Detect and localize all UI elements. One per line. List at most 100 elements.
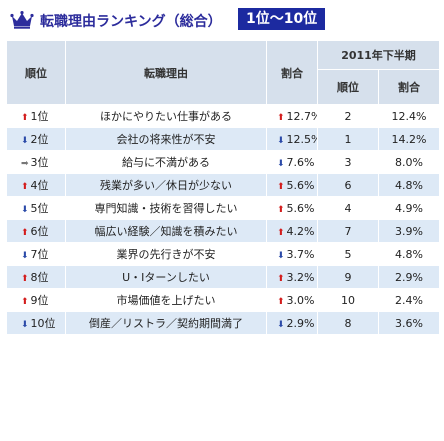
rate-cell: ⬆ 4.2%: [267, 220, 317, 242]
reason-cell: 給与に不満がある: [66, 151, 266, 173]
rank-cell: ⬆ 9位: [7, 289, 65, 311]
trend-up-icon: ⬆: [277, 273, 285, 284]
table-row: ⬆ 6位 幅広い経験／知識を積みたい ⬆ 4.2% 7 3.9%: [7, 220, 439, 242]
page-title: 転職理由ランキング（総合）: [40, 14, 222, 30]
prev-rate-cell: 12.4%: [379, 105, 439, 127]
rate-cell: ⬇ 2.9%: [267, 312, 317, 334]
rate-value: 5.6%: [286, 201, 315, 215]
trend-down-icon: ⬇: [21, 136, 29, 146]
trend-up-icon: ⬆: [21, 182, 29, 192]
prev-rank-cell: 2: [318, 105, 378, 127]
trend-up-icon: ⬆: [21, 274, 29, 284]
rank-value: 7位: [30, 248, 49, 261]
rank-cell: ⬆ 1位: [7, 105, 65, 127]
prev-rank-cell: 1: [318, 128, 378, 150]
rate-cell: ⬆ 3.2%: [267, 266, 317, 288]
reason-cell: 倒産／リストラ／契約期間満了: [66, 312, 266, 334]
rate-value: 2.9%: [286, 316, 315, 330]
rank-cell: ⬇ 10位: [7, 312, 65, 334]
table-row: ⬆ 8位 U・Iターンしたい ⬆ 3.2% 9 2.9%: [7, 266, 439, 288]
prev-rank-cell: 9: [318, 266, 378, 288]
trend-up-icon: ⬆: [21, 228, 29, 238]
trend-down-icon: ⬇: [277, 250, 285, 261]
rate-value: 12.5%: [286, 132, 317, 146]
rank-value: 3位: [30, 156, 49, 169]
trend-same-icon: ➡: [21, 159, 29, 169]
trend-up-icon: ⬆: [21, 113, 29, 123]
trend-up-icon: ⬆: [277, 112, 285, 123]
rank-cell: ⬇ 5位: [7, 197, 65, 219]
table-row: ⬆ 9位 市場価値を上げたい ⬆ 3.0% 10 2.4%: [7, 289, 439, 311]
rank-cell: ⬆ 4位: [7, 174, 65, 196]
rate-cell: ⬆12.7%: [267, 105, 317, 127]
prev-rate-cell: 4.8%: [379, 243, 439, 265]
table-row: ⬆ 4位 残業が多い／休日が少ない ⬆ 5.6% 6 4.8%: [7, 174, 439, 196]
prev-rank-cell: 8: [318, 312, 378, 334]
page-header: 転職理由ランキング（総合） 1位〜10位: [0, 0, 444, 38]
crown-icon: [10, 11, 34, 29]
reason-cell: 市場価値を上げたい: [66, 289, 266, 311]
trend-down-icon: ⬇: [277, 135, 285, 146]
rank-value: 2位: [30, 133, 49, 146]
reason-cell: 残業が多い／休日が少ない: [66, 174, 266, 196]
table-row: ⬇ 7位 業界の先行きが不安 ⬇ 3.7% 5 4.8%: [7, 243, 439, 265]
trend-up-icon: ⬆: [21, 297, 29, 307]
trend-down-icon: ⬇: [277, 319, 285, 330]
prev-rate-cell: 3.6%: [379, 312, 439, 334]
prev-rank-cell: 4: [318, 197, 378, 219]
rank-value: 9位: [30, 294, 49, 307]
rank-value: 1位: [30, 110, 49, 123]
reason-cell: 業界の先行きが不安: [66, 243, 266, 265]
trend-up-icon: ⬆: [277, 227, 285, 238]
ranking-table: 順位 転職理由 割合 2011年下半期 順位 割合 ⬆ 1位 ほかにやりたい仕事があ…: [6, 40, 440, 335]
rate-value: 3.7%: [286, 247, 315, 261]
trend-down-icon: ⬇: [277, 158, 285, 169]
rate-cell: ⬆ 3.0%: [267, 289, 317, 311]
rank-cell: ⬇ 2位: [7, 128, 65, 150]
column-rate: 割合: [267, 41, 317, 104]
rate-value: 5.6%: [286, 178, 315, 192]
prev-rank-cell: 3: [318, 151, 378, 173]
rate-cell: ⬆ 5.6%: [267, 197, 317, 219]
reason-cell: 専門知識・技術を習得したい: [66, 197, 266, 219]
trend-up-icon: ⬆: [277, 181, 285, 192]
rank-cell: ⬆ 8位: [7, 266, 65, 288]
prev-rate-cell: 8.0%: [379, 151, 439, 173]
rank-value: 8位: [30, 271, 49, 284]
prev-rate-cell: 3.9%: [379, 220, 439, 242]
trend-down-icon: ⬇: [21, 205, 29, 215]
rank-value: 5位: [30, 202, 49, 215]
column-prev-group: 2011年下半期: [318, 41, 439, 69]
rate-value: 7.6%: [286, 155, 315, 169]
trend-down-icon: ⬇: [21, 320, 29, 330]
trend-up-icon: ⬆: [277, 296, 285, 307]
rate-cell: ⬇12.5%: [267, 128, 317, 150]
rank-value: 4位: [30, 179, 49, 192]
column-rank: 順位: [7, 41, 65, 104]
prev-rank-cell: 10: [318, 289, 378, 311]
reason-cell: 幅広い経験／知識を積みたい: [66, 220, 266, 242]
prev-rank-cell: 6: [318, 174, 378, 196]
prev-rate-cell: 2.4%: [379, 289, 439, 311]
table-header-row: 順位 転職理由 割合 2011年下半期: [7, 41, 439, 104]
reason-cell: 会社の将来性が不安: [66, 128, 266, 150]
prev-rate-cell: 4.9%: [379, 197, 439, 219]
prev-rank-cell: 5: [318, 243, 378, 265]
rate-value: 4.2%: [286, 224, 315, 238]
rate-value: 3.0%: [286, 293, 315, 307]
rank-cell: ⬆ 6位: [7, 220, 65, 242]
column-prev-rate: 割合: [379, 70, 439, 104]
column-reason: 転職理由: [66, 41, 266, 104]
rate-value: 12.7%: [286, 109, 317, 123]
rate-cell: ⬇ 7.6%: [267, 151, 317, 173]
prev-rate-cell: 4.8%: [379, 174, 439, 196]
rate-value: 3.2%: [286, 270, 315, 284]
trend-up-icon: ⬆: [277, 204, 285, 215]
rank-value: 6位: [30, 225, 49, 238]
prev-rate-cell: 14.2%: [379, 128, 439, 150]
table-row: ⬇ 10位 倒産／リストラ／契約期間満了 ⬇ 2.9% 8 3.6%: [7, 312, 439, 334]
range-badge: 1位〜10位: [238, 8, 326, 30]
trend-down-icon: ⬇: [21, 251, 29, 261]
